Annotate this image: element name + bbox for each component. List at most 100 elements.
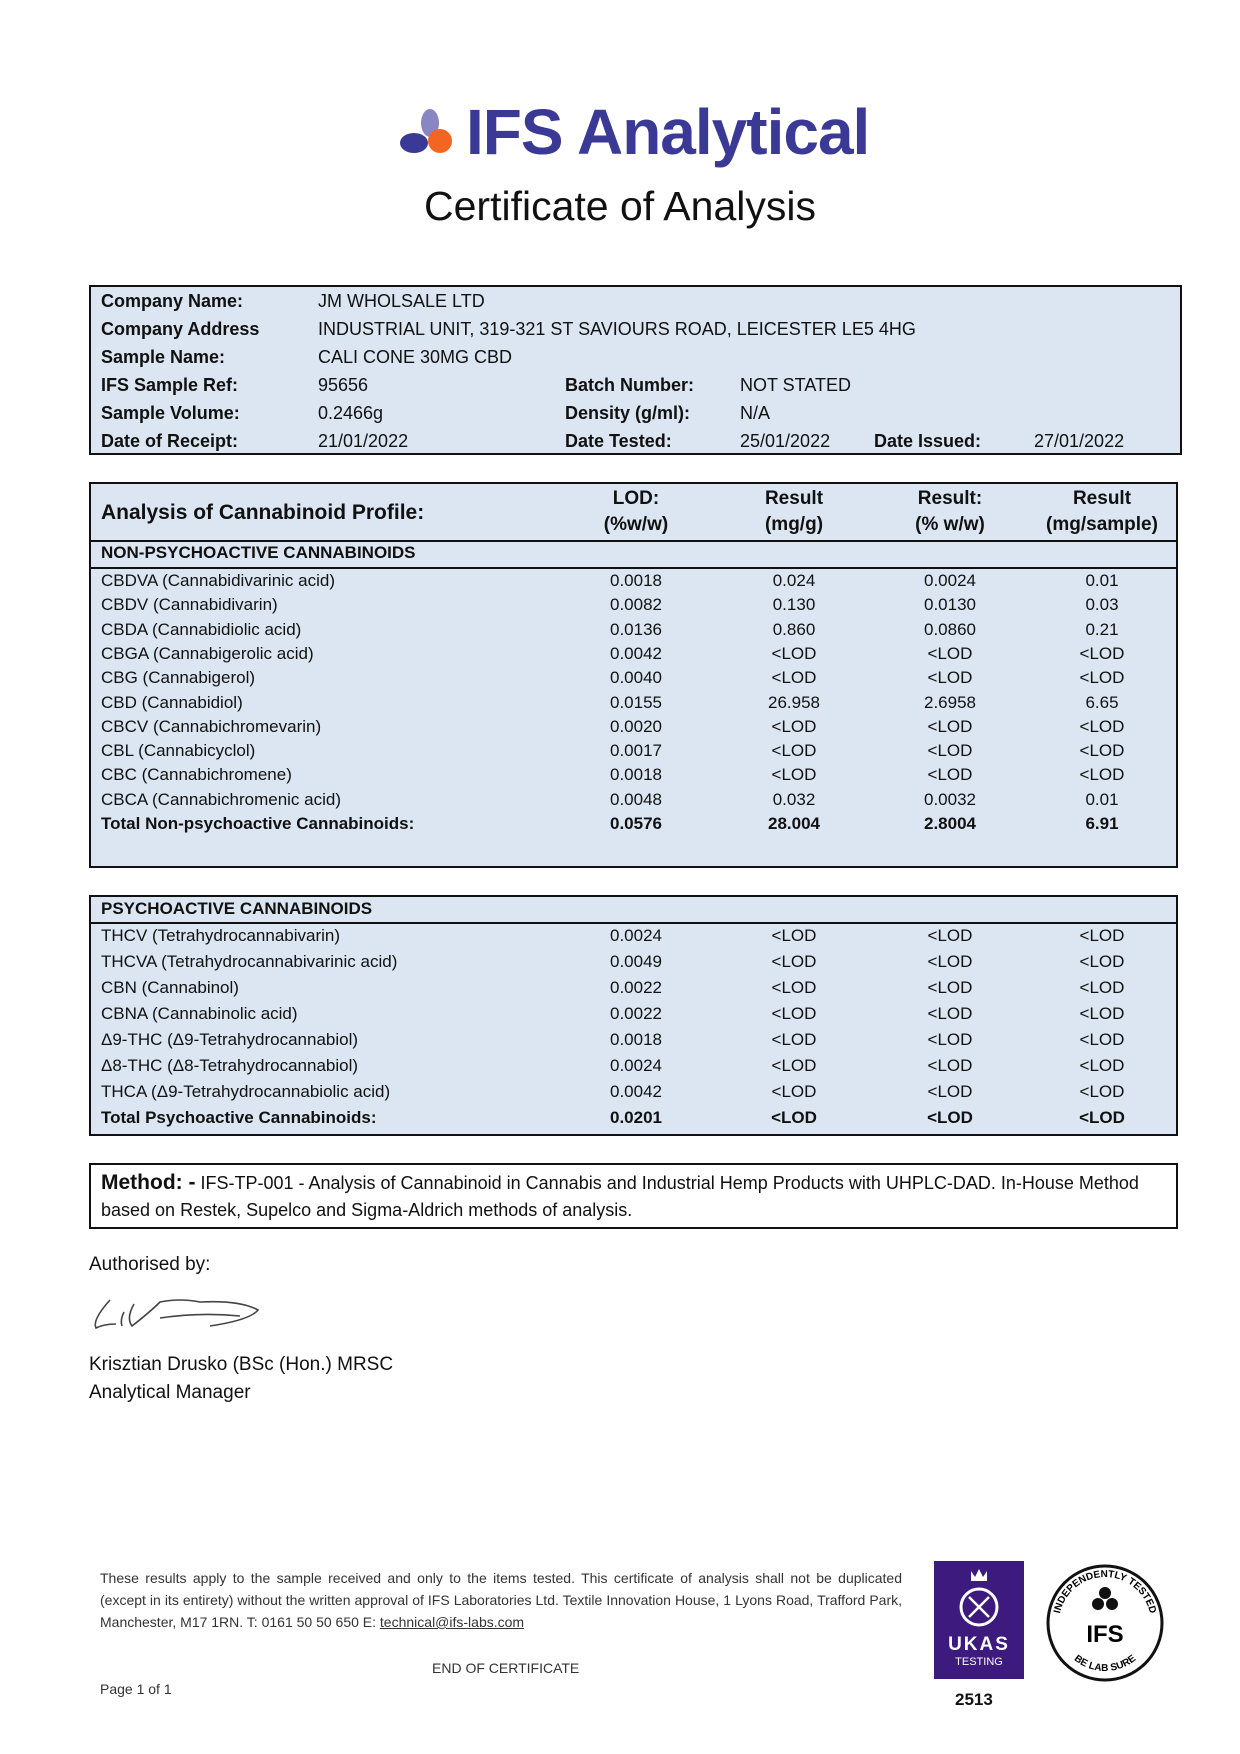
lod-value: 0.0022 [610, 1004, 662, 1023]
result-mg-g: <LOD [771, 1004, 817, 1023]
cannabinoid-name: CBDVA (Cannabidivarinic acid) [101, 571, 336, 590]
cannabinoid-name: CBCV (Cannabichromevarin) [101, 716, 322, 736]
sample-name-label: Sample Name: [101, 347, 226, 367]
date-of-receipt: 21/01/2022 [318, 431, 409, 451]
tested-label: Date Tested: [565, 431, 672, 451]
result-percent: <LOD [927, 1056, 973, 1075]
column-header: Result: [917, 488, 983, 509]
result-mg-g: <LOD [771, 765, 817, 785]
volume-label: Sample Volume: [101, 403, 240, 423]
result-mg-sample: 0.21 [1085, 619, 1119, 639]
cannabinoid-name: CBDV (Cannabidivarin) [101, 595, 278, 615]
cannabinoid-name: CBG (Cannabigerol) [101, 668, 256, 688]
date-tested: 25/01/2022 [740, 431, 831, 451]
batch-number: NOT STATED [740, 375, 852, 395]
cannabinoid-name: CBCA (Cannabichromenic acid) [101, 789, 341, 809]
ukas-number: 2513 [955, 1690, 993, 1709]
page-number: Page 1 of 1 [100, 1681, 172, 1697]
company-name-label: Company Name: [101, 291, 244, 311]
cannabinoid-name: Δ9-THC (Δ9-Tetrahydrocannabiol) [101, 1030, 359, 1049]
sample-volume: 0.2466g [318, 403, 384, 423]
table-row: CBL (Cannabicyclol) 0.0017 <LOD <LOD <LOD [91, 739, 1176, 763]
page-title: Certificate of Analysis [424, 183, 816, 229]
result-mg-g: 0.130 [772, 595, 816, 615]
result-mg-g: <LOD [771, 1030, 817, 1049]
date-issued: 27/01/2022 [1034, 431, 1125, 451]
lod-value: 0.0024 [610, 1056, 662, 1075]
lod-value: 0.0576 [610, 814, 662, 833]
lod-value: 0.0042 [610, 1082, 662, 1101]
result-mg-sample: <LOD [1079, 765, 1125, 785]
batch-label: Batch Number: [565, 375, 695, 395]
result-percent: 0.0024 [924, 571, 976, 590]
cannabinoid-name: CBDA (Cannabidiolic acid) [101, 619, 302, 639]
cannabinoid-name: CBC (Cannabichromene) [101, 765, 292, 785]
lod-value: 0.0018 [610, 765, 662, 785]
result-percent: 0.0032 [924, 789, 976, 809]
result-mg-g: 28.004 [768, 814, 820, 833]
disclaimer: These results apply to the sample receiv… [100, 1567, 902, 1633]
ukas-badge: UKAS TESTING [934, 1561, 1024, 1679]
table-row: CBDVA (Cannabidivarinic acid) 0.0018 0.024… [91, 569, 1176, 593]
section-heading: NON-PSYCHOACTIVE CANNABINOIDS [101, 543, 416, 562]
result-mg-sample: <LOD [1079, 643, 1125, 663]
result-mg-g: <LOD [771, 1082, 817, 1101]
column-header: (mg/g) [764, 514, 824, 535]
result-mg-g: <LOD [771, 741, 817, 761]
cannabinoid-name: THCA (Δ9-Tetrahydrocannabiolic acid) [101, 1082, 391, 1101]
lod-value: 0.0018 [610, 1030, 662, 1049]
result-percent: <LOD [927, 978, 973, 997]
result-mg-sample: <LOD [1079, 1004, 1125, 1023]
lod-value: 0.0201 [610, 1108, 662, 1127]
result-percent: <LOD [927, 741, 973, 761]
cannabinoid-name: THCV (Tetrahydrocannabivarin) [101, 926, 341, 945]
table-row: THCV (Tetrahydrocannabivarin) 0.0024 <LOD <… [91, 924, 1176, 948]
lod-value: 0.0136 [610, 619, 662, 639]
cannabinoid-name: CBN (Cannabinol) [101, 978, 239, 997]
table-row: CBDA (Cannabidiolic acid) 0.0136 0.860 0.08… [91, 618, 1176, 642]
result-mg-sample: 0.01 [1085, 789, 1119, 809]
result-mg-sample: 0.01 [1085, 571, 1119, 590]
email-link[interactable]: technical@ifs-labs.com [379, 1614, 525, 1630]
table-row: CBNA (Cannabinolic acid) 0.0022 <LOD <LOD <L… [91, 1002, 1176, 1026]
result-percent: <LOD [927, 1004, 973, 1023]
result-mg-sample: 6.91 [1085, 814, 1119, 833]
section-heading: PSYCHOACTIVE CANNABINOIDS [101, 899, 373, 918]
total-row: Total Non-psychoactive Cannabinoids: 0.05… [91, 812, 1176, 836]
cannabinoid-name: Total Non-psychoactive Cannabinoids: [101, 814, 415, 833]
result-mg-sample: <LOD [1079, 978, 1125, 997]
table-row: CBD (Cannabidiol) 0.0155 26.958 2.6958 6.65 [91, 691, 1176, 715]
authorised-label: Authorised by: [89, 1254, 211, 1275]
lod-value: 0.0155 [610, 692, 662, 712]
result-percent: <LOD [927, 1030, 973, 1049]
cannabinoid-name: CBNA (Cannabinolic acid) [101, 1004, 298, 1023]
table-row: THCVA (Tetrahydrocannabivarinic acid) 0.0… [91, 950, 1176, 974]
result-mg-g: <LOD [771, 952, 817, 971]
result-mg-sample: <LOD [1079, 952, 1125, 971]
logo: IFS Analytical [398, 92, 870, 172]
sample-ref: 95656 [318, 375, 369, 395]
crown-icon [959, 1569, 999, 1627]
result-mg-sample: <LOD [1079, 1030, 1125, 1049]
cannabinoid-name: CBD (Cannabidiol) [101, 692, 243, 712]
column-header: (% w/w) [915, 514, 985, 535]
result-percent: <LOD [927, 668, 973, 688]
result-mg-g: <LOD [771, 1108, 817, 1127]
receipt-label: Date of Receipt: [101, 431, 239, 451]
result-percent: <LOD [927, 1108, 973, 1127]
result-mg-sample: <LOD [1079, 741, 1125, 761]
column-header: Result [1072, 488, 1132, 509]
lod-value: 0.0040 [610, 668, 662, 688]
cannabinoid-name: Total Psychoactive Cannabinoids: [101, 1108, 377, 1127]
logo-text: IFS Analytical [466, 96, 870, 168]
company-address-label: Company Address [101, 319, 260, 339]
result-percent: <LOD [927, 716, 973, 736]
column-header: (%w/w) [603, 514, 669, 535]
table-row: Δ9-THC (Δ9-Tetrahydrocannabiol) 0.0018 <LO… [91, 1028, 1176, 1052]
result-percent: <LOD [927, 952, 973, 971]
logo-mark-icon [400, 109, 452, 153]
ifs-seal: INDEPENDENTLY TESTED IFS BE LAB SURE [1046, 1564, 1164, 1682]
non-psychoactive-table: Analysis of Cannabinoid Profile: LOD: (%w… [89, 482, 1178, 868]
cannabinoid-name: THCVA (Tetrahydrocannabivarinic acid) [101, 952, 398, 971]
density-label: Density (g/ml): [565, 403, 691, 423]
